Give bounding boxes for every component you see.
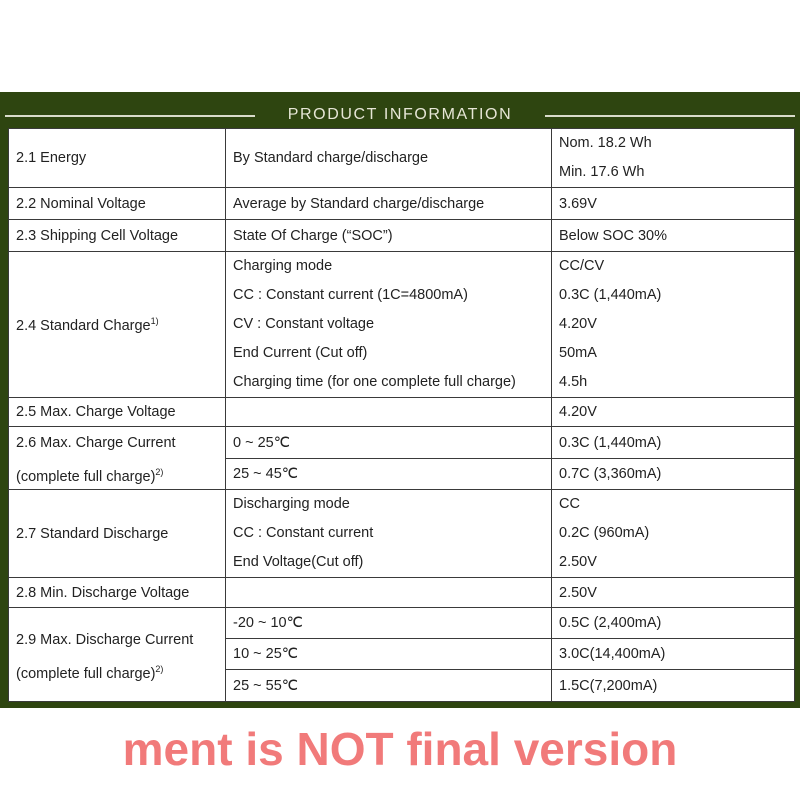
row-value: 0.7C (3,360mA) [551, 458, 795, 490]
condition-line: Discharging mode [233, 496, 350, 512]
table-row: 2.3 Shipping Cell Voltage State Of Charg… [8, 219, 795, 252]
row-condition: 25 ~ 55℃ [225, 669, 552, 702]
condition-line: CV : Constant voltage [233, 316, 375, 332]
label-text: 2.6 Max. Charge Current [16, 435, 176, 451]
row-value: 1.5C(7,200mA) [551, 669, 795, 702]
row-value: 3.0C(14,400mA) [551, 638, 795, 670]
value-line: Min. 17.6 Wh [559, 164, 645, 180]
row-label: 2.4 Standard Charge1) [8, 251, 226, 398]
draft-watermark: ment is NOT final version [122, 723, 678, 775]
condition-line: Charging time (for one complete full cha… [233, 374, 516, 390]
row-label: 2.7 Standard Discharge [8, 489, 226, 578]
label-text: (complete full charge) [16, 468, 156, 485]
table-row: 2.6 Max. Charge Current (complete full c… [8, 426, 795, 490]
row-value: 0.5C (2,400mA) [551, 607, 795, 639]
condition-line: Charging mode [233, 258, 333, 274]
header-rule-left [5, 115, 255, 117]
table-row: 25 ~ 55℃ 1.5C(7,200mA) [9, 669, 795, 702]
row-value: Nom. 18.2 Wh Min. 17.6 Wh [551, 128, 795, 188]
value-line: 50mA [559, 345, 597, 361]
row-label: 2.9 Max. Discharge Current (complete ful… [8, 607, 226, 702]
row-value: CC 0.2C (960mA) 2.50V [551, 489, 795, 578]
condition-line: CC : Constant current [233, 525, 374, 541]
row-condition [225, 397, 552, 427]
table-row: 2.8 Min. Discharge Voltage 2.50V [8, 577, 795, 608]
label-text: 2.4 Standard Charge [16, 317, 151, 334]
value-line: CC/CV [559, 258, 605, 274]
value-line: 2.50V [559, 554, 597, 570]
condition-line: End Voltage(Cut off) [233, 554, 364, 570]
row-condition: 25 ~ 45℃ [225, 458, 552, 490]
label-subtext: (complete full charge)2) [16, 655, 220, 684]
row-condition: Charging mode CC : Constant current (1C=… [225, 251, 552, 398]
row-value: 0.3C (1,440mA) [551, 426, 795, 459]
header-rule-right [545, 115, 795, 117]
section-title: PRODUCT INFORMATION [287, 106, 513, 123]
row-value: 2.50V [551, 577, 795, 608]
label-subtext: (complete full charge)2) [16, 458, 220, 487]
row-label: 2.5 Max. Charge Voltage [8, 397, 226, 427]
table-row: 2.9 Max. Discharge Current (complete ful… [8, 607, 795, 702]
row-label: 2.3 Shipping Cell Voltage [8, 219, 226, 252]
row-label: 2.2 Nominal Voltage [8, 187, 226, 220]
row-condition [225, 577, 552, 608]
row-condition: 0 ~ 25℃ [225, 426, 552, 459]
condition-line: End Current (Cut off) [233, 345, 368, 361]
footnote-ref: 1) [150, 315, 159, 326]
table-row: 2.5 Max. Charge Voltage 4.20V [8, 397, 795, 427]
condition-line: CC : Constant current (1C=4800mA) [233, 287, 468, 303]
value-line: 4.20V [559, 316, 597, 332]
table-row: 25 ~ 45℃ 0.7C (3,360mA) [9, 458, 795, 490]
value-line: 0.2C (960mA) [559, 525, 650, 541]
table-row: 2.2 Nominal Voltage Average by Standard … [8, 187, 795, 220]
section-header: PRODUCT INFORMATION [0, 104, 800, 128]
label-text: 2.9 Max. Discharge Current [16, 631, 194, 648]
row-value: CC/CV 0.3C (1,440mA) 4.20V 50mA 4.5h [551, 251, 795, 398]
product-info-table: 2.1 Energy By Standard charge/discharge … [8, 128, 795, 702]
row-value: 3.69V [551, 187, 795, 220]
value-line: CC [559, 496, 580, 512]
label-text: (complete full charge) [16, 665, 156, 682]
row-value: Below SOC 30% [551, 219, 795, 252]
row-condition: Average by Standard charge/discharge [225, 187, 552, 220]
row-condition: 10 ~ 25℃ [225, 638, 552, 670]
table-row: 2.7 Standard Discharge Discharging mode … [8, 489, 795, 578]
row-label: 2.8 Min. Discharge Voltage [8, 577, 226, 608]
table-row: 2.4 Standard Charge1) Charging mode CC :… [8, 251, 795, 398]
row-condition: Discharging mode CC : Constant current E… [225, 489, 552, 578]
row-value: 4.20V [551, 397, 795, 427]
value-line: 4.5h [559, 374, 588, 390]
row-label: 2.6 Max. Charge Current (complete full c… [8, 426, 226, 490]
footnote-ref: 2) [155, 663, 164, 674]
row-condition: State Of Charge (“SOC”) [225, 219, 552, 252]
value-line: Nom. 18.2 Wh [559, 135, 652, 151]
row-condition: -20 ~ 10℃ [225, 607, 552, 639]
footnote-ref: 2) [155, 467, 164, 477]
row-label: 2.1 Energy [8, 128, 226, 188]
table-row: 2.1 Energy By Standard charge/discharge … [8, 128, 795, 188]
value-line: 0.3C (1,440mA) [559, 287, 662, 303]
row-condition: By Standard charge/discharge [225, 128, 552, 188]
